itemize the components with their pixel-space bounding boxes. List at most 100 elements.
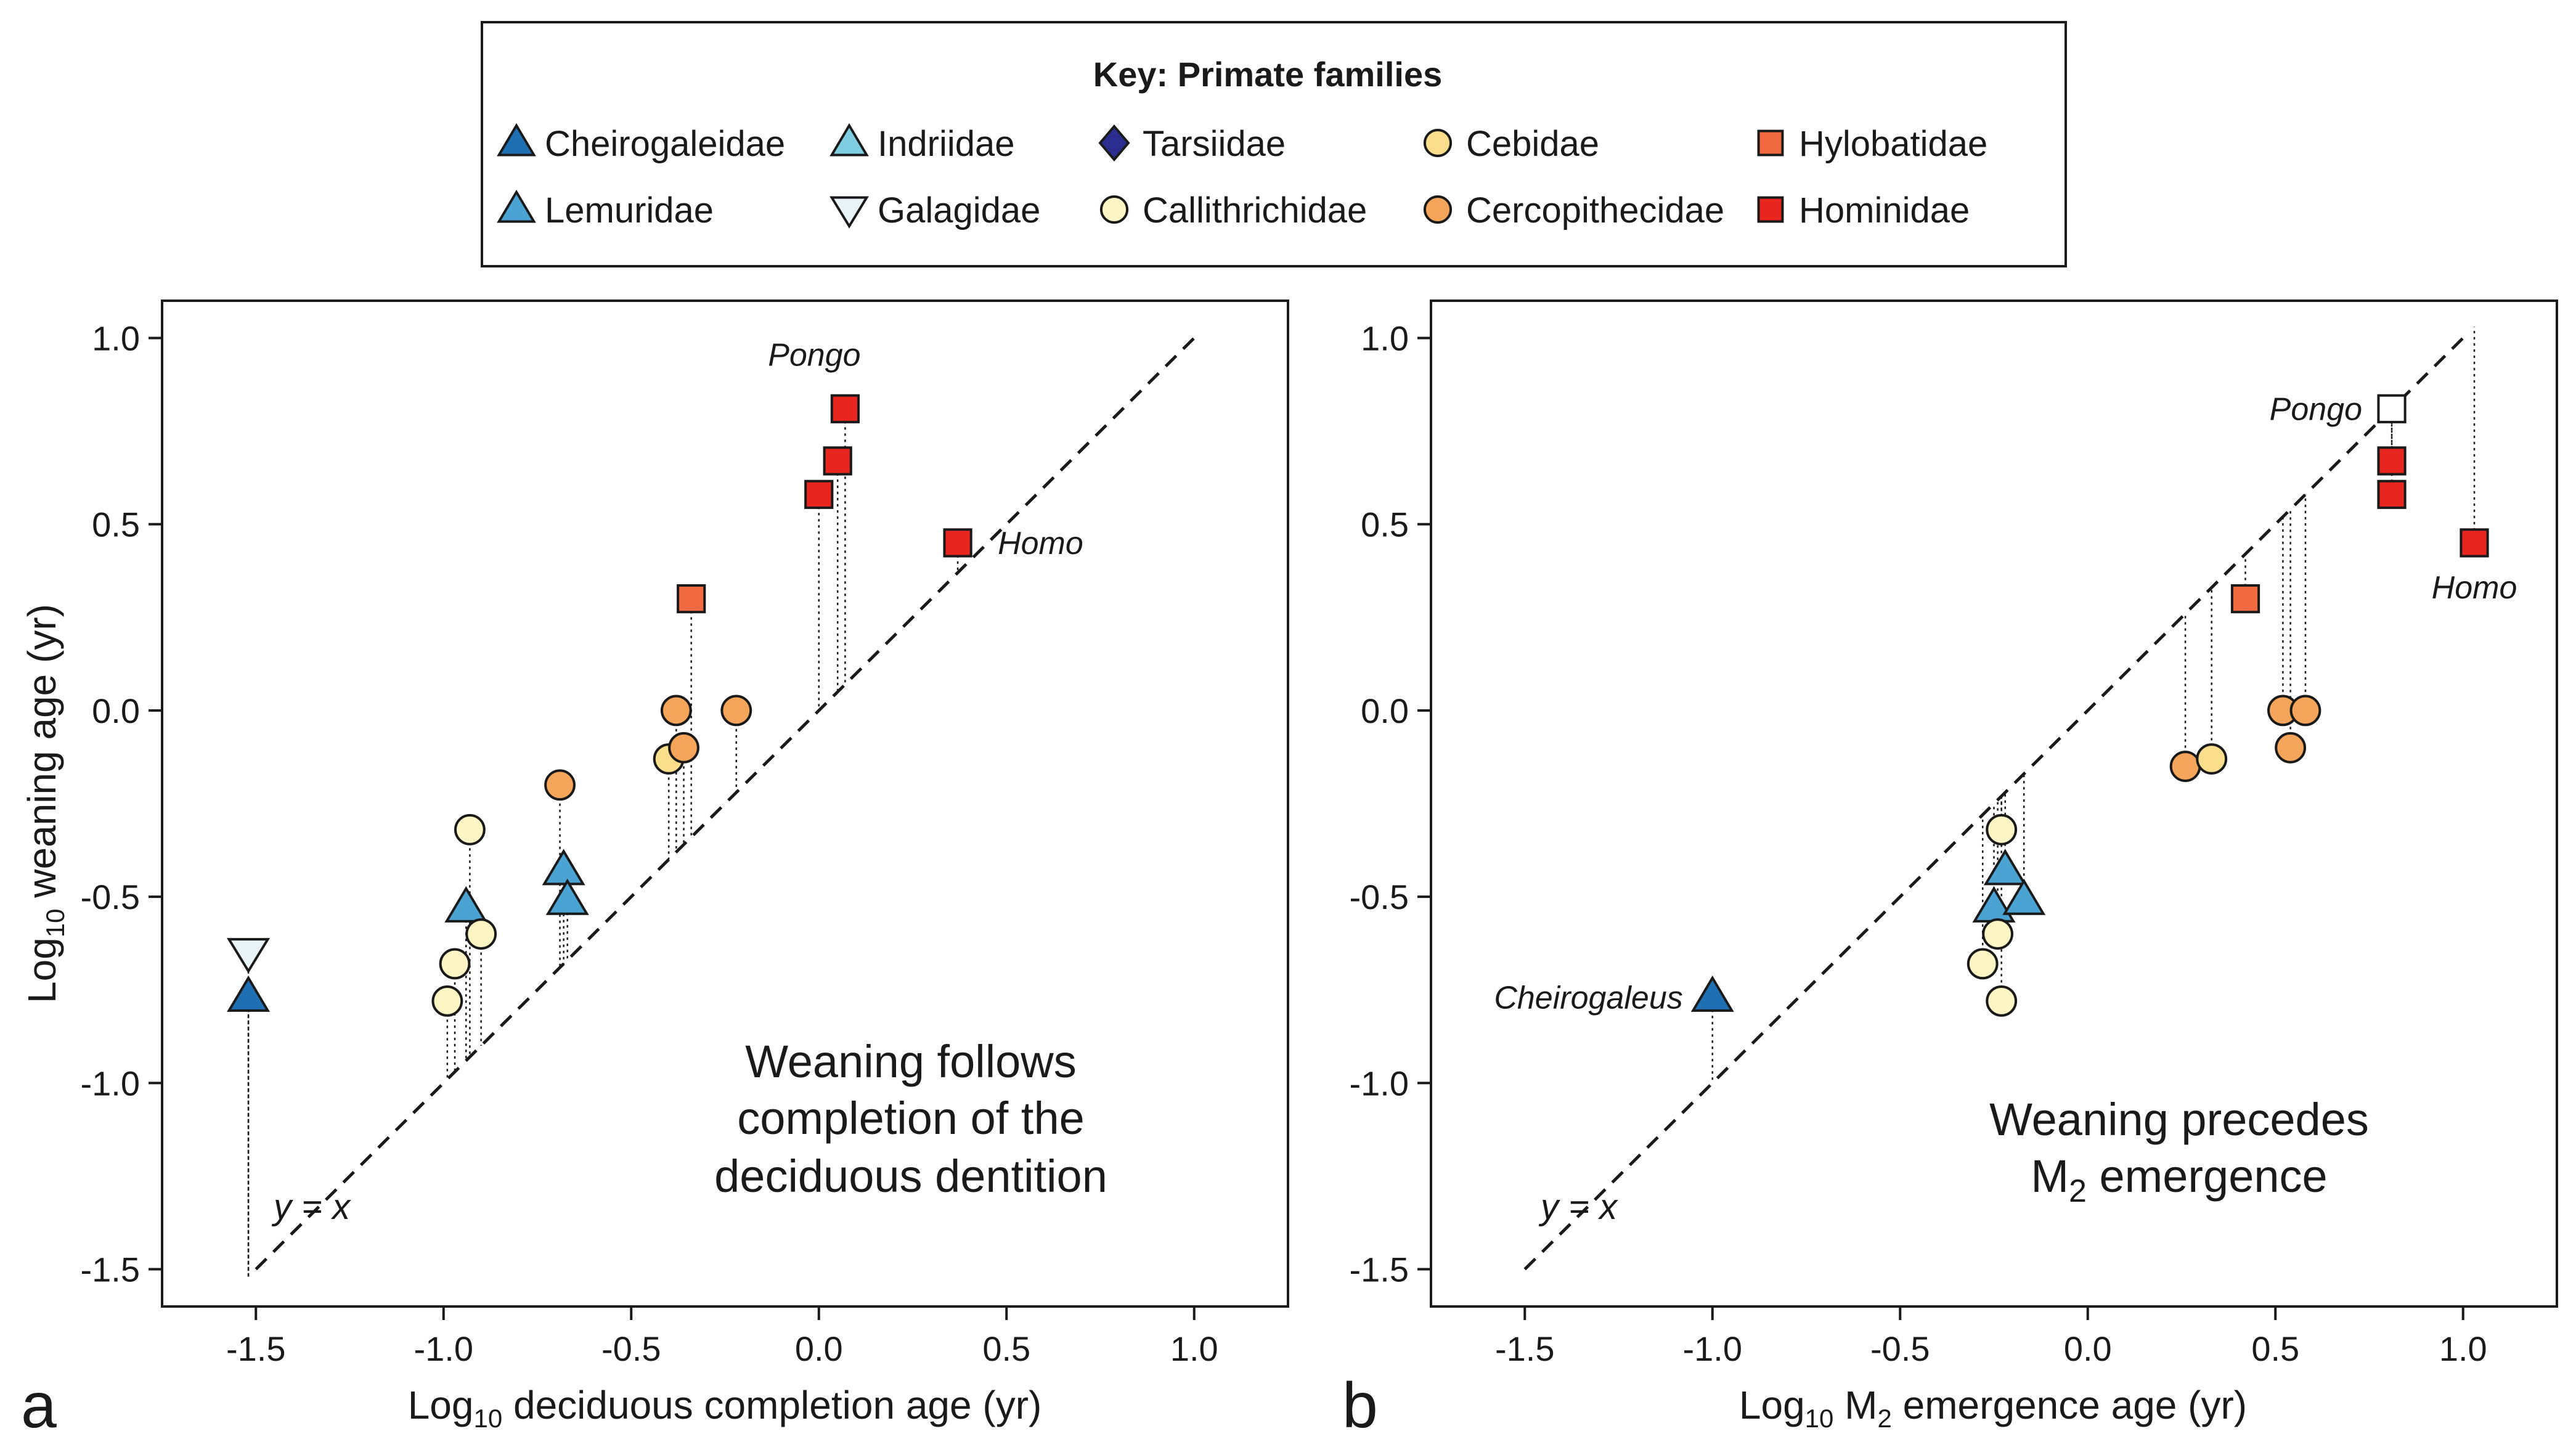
- panel-a-point-hominidae: [804, 479, 834, 509]
- panel-a-point-lemuridae: [542, 849, 585, 886]
- panel-a-connector-lines: [247, 409, 959, 1277]
- legend-label-cercopithecidae: Cercopithecidae: [1466, 190, 1724, 230]
- panel-b-y-tick-label: -1.0: [1350, 1064, 1409, 1103]
- panel-a-point-hylobatidae: [677, 584, 706, 614]
- panel-a-x-tick-label: -1.0: [414, 1329, 474, 1368]
- legend: Key: Primate families Cheirogaleidae Indr…: [481, 21, 2067, 267]
- panel-b-point-callithrichidae: [1986, 985, 2018, 1017]
- panel-a-point-cercopithecidae: [544, 769, 576, 801]
- panel-b-letter: b: [1342, 1370, 1378, 1441]
- panel-a-point-hominidae: [823, 446, 852, 476]
- panel-a-point-callithrichidae: [439, 948, 471, 980]
- panel-b-point-cebidae: [2196, 743, 2228, 775]
- panel-a-y-tick-label: -1.0: [81, 1064, 141, 1103]
- panel-b-annotation-line-2: M2 emergence: [2031, 1151, 2327, 1209]
- legend-label-indriidae: Indriidae: [878, 124, 1014, 164]
- panel-b-point-lemuridae: [2002, 878, 2046, 915]
- panel-a-points: [227, 394, 972, 1017]
- panel-b-label-pongo: Pongo: [2270, 391, 2362, 427]
- panel-a-y-axis-title: Log10 weaning age (yr): [20, 604, 70, 1003]
- legend-marker-lemuridae: [497, 189, 536, 223]
- legend-marker-indriidae: [829, 123, 869, 157]
- panel-a-x-tick-label: -1.5: [226, 1329, 286, 1368]
- panel-b-point-lemuridae: [1972, 886, 2016, 923]
- panel-b-point-pongo-open: [2377, 394, 2407, 423]
- panel-a-point-callithrichidae: [454, 813, 486, 846]
- panel-b-point-cercopithecidae: [2169, 751, 2201, 782]
- panel-a-x-tick-label: 1.0: [1170, 1329, 1218, 1368]
- panel-a-annotation-line-2: completion of the: [737, 1093, 1085, 1144]
- legend-label-cheirogaleidae: Cheirogaleidae: [545, 124, 785, 164]
- panel-b-x-tick-label: -0.5: [1870, 1329, 1930, 1368]
- panel-b-x-tick-label: -1.0: [1683, 1329, 1743, 1368]
- panel-b-y-tick-label: 1.0: [1361, 319, 1409, 357]
- panel-b-x-tick-label: 1.0: [2439, 1329, 2487, 1368]
- panel-b-y-tick-label: -1.5: [1350, 1250, 1409, 1289]
- legend-label-cebidae: Cebidae: [1466, 124, 1599, 164]
- panel-a-point-hominidae: [943, 528, 972, 558]
- panel-b-point-hominidae: [2377, 479, 2407, 509]
- legend-marker-tarsiidae: [1098, 124, 1130, 162]
- panel-b-points: [1690, 394, 2489, 1017]
- panel-b-point-cercopithecidae: [2275, 732, 2307, 764]
- panel-a-x-tick-label: 0.5: [982, 1329, 1030, 1368]
- panel-a-label-pongo: Pongo: [768, 337, 860, 373]
- panel-b-label-homo: Homo: [2432, 570, 2517, 606]
- legend-label-callithrichidae: Callithrichidae: [1143, 190, 1367, 230]
- panel-a-point-callithrichidae: [431, 985, 463, 1017]
- panel-b: -1.5 -1.0 -0.5 0.0 0.5 1.0 -1.5 -1.0 -0.5 0.0 0.5 1…: [1342, 300, 2558, 1441]
- panel-a-point-labels: Pongo Homo: [768, 337, 1083, 561]
- legend-marker-hylobatidae: [1757, 129, 1784, 157]
- legend-marker-galagidae: [829, 196, 869, 229]
- panel-a-y-tick-label: -0.5: [81, 878, 141, 916]
- legend-label-galagidae: Galagidae: [878, 190, 1040, 230]
- legend-marker-cercopithecidae: [1423, 195, 1453, 224]
- panel-a-letter: a: [21, 1370, 57, 1441]
- panel-b-point-callithrichidae: [1982, 918, 2013, 950]
- panel-b-reference-line-label: y = x: [1538, 1187, 1618, 1227]
- panel-a-y-tick-label: 1.0: [92, 319, 140, 357]
- panel-b-point-callithrichidae: [1986, 813, 2018, 846]
- panel-a-label-homo: Homo: [998, 526, 1083, 561]
- panel-a-point-callithrichidae: [465, 918, 497, 950]
- legend-title: Key: Primate families: [1093, 55, 1442, 94]
- legend-box: [481, 21, 2067, 267]
- panel-b-point-hominidae: [2377, 446, 2407, 476]
- panel-b-y-tick-label: 0.0: [1361, 691, 1409, 730]
- panel-a-y-tick-label: 0.5: [92, 505, 140, 544]
- panel-a-point-cercopithecidae: [720, 695, 752, 727]
- panel-a-axes: -1.5 -1.0 -0.5 0.0 0.5 1.0 -1.5 -1.0 -0.5 0.0 0.5 1…: [81, 319, 1218, 1368]
- legend-label-hominidae: Hominidae: [1799, 190, 1970, 230]
- panel-a-point-hominidae: [830, 394, 860, 423]
- panel-b-label-cheirogaleus: Cheirogaleus: [1494, 980, 1682, 1016]
- legend-label-hylobatidae: Hylobatidae: [1799, 124, 1987, 164]
- panel-a-annotation-line-1: Weaning follows: [745, 1036, 1076, 1087]
- panel-a-point-lemuridae: [545, 878, 589, 915]
- panel-a-x-tick-label: -0.5: [601, 1329, 661, 1368]
- panel-a-x-tick-label: 0.0: [795, 1329, 843, 1368]
- panel-a-reference-line-label: y = x: [271, 1187, 351, 1227]
- panel-b-point-hominidae: [2460, 528, 2489, 558]
- legend-marker-cheirogaleidae: [497, 123, 536, 157]
- panel-a-point-cercopithecidae: [660, 695, 692, 727]
- panel-b-axes: -1.5 -1.0 -0.5 0.0 0.5 1.0 -1.5 -1.0 -0.5 0.0 0.5 1…: [1350, 319, 2487, 1368]
- panel-a-annotation-line-3: deciduous dentition: [714, 1151, 1107, 1202]
- panel-b-point-hylobatidae: [2230, 584, 2260, 614]
- panel-b-y-tick-label: 0.5: [1361, 505, 1409, 544]
- panel-b-y-tick-label: -0.5: [1350, 878, 1409, 916]
- panel-a-plot-frame: [161, 300, 1289, 1308]
- panel-a-point-lemuridae: [444, 886, 488, 923]
- panel-b-plot-frame: [1430, 300, 2558, 1308]
- panel-b-point-cercopithecidae: [2289, 695, 2321, 727]
- legend-marker-hominidae: [1757, 196, 1784, 223]
- panel-b-point-lemuridae: [1983, 849, 2027, 886]
- panel-a-y-tick-label: 0.0: [92, 691, 140, 730]
- panel-b-point-labels: Cheirogaleus Pongo Homo: [1494, 391, 2517, 1016]
- legend-marker-cebidae: [1423, 128, 1453, 158]
- legend-marker-callithrichidae: [1099, 195, 1129, 224]
- legend-label-lemuridae: Lemuridae: [545, 190, 714, 230]
- panel-b-x-tick-label: 0.5: [2251, 1329, 2299, 1368]
- panel-a-point-galagidae: [227, 938, 271, 974]
- panel-a-x-axis-title: Log10 deciduous completion age (yr): [408, 1383, 1042, 1433]
